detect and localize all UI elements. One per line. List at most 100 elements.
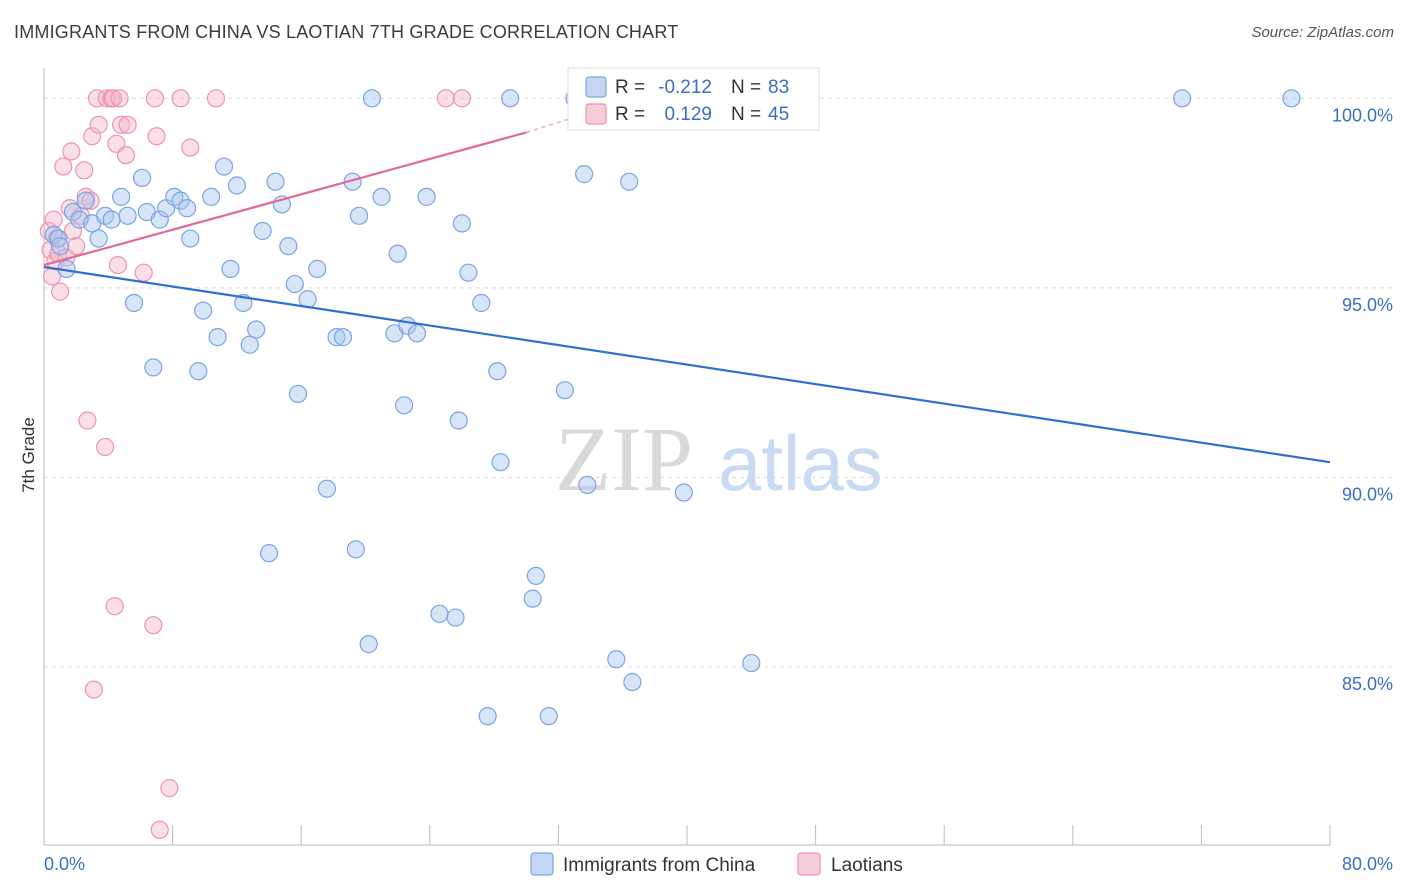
point-laotians — [54, 157, 73, 176]
point-laotians — [95, 437, 115, 457]
point-china — [623, 672, 642, 692]
y-tick-label-1: 95.0% — [1342, 295, 1393, 315]
legend-swatch-laotians — [797, 852, 821, 876]
point-laotians — [436, 89, 455, 108]
point-laotians — [67, 237, 86, 256]
point-laotians — [144, 616, 163, 635]
point-china — [308, 259, 327, 278]
point-laotians — [104, 89, 123, 108]
point-laotians — [87, 89, 107, 108]
point-china — [607, 650, 626, 669]
point-china — [240, 335, 259, 354]
stat-r-value-china: -0.212 — [658, 77, 712, 98]
point-china — [388, 244, 407, 263]
point-laotians — [83, 127, 102, 146]
legend-swatch-china — [530, 852, 554, 876]
point-china — [1282, 89, 1301, 108]
point-china — [112, 187, 131, 206]
point-laotians — [116, 146, 136, 165]
point-laotians — [97, 89, 116, 108]
y-axis-title: 7th Grade — [19, 417, 38, 493]
x-tick-label-1: 80.0% — [1342, 854, 1393, 874]
point-china — [449, 411, 468, 430]
point-laotians — [89, 115, 108, 134]
point-laotians — [150, 820, 169, 839]
stat-n-value-laotians: 45 — [768, 104, 789, 125]
watermark: ZIP atlas — [555, 408, 883, 510]
point-china — [50, 237, 70, 256]
point-china — [76, 191, 95, 210]
y-tick-labels: 100.0% 95.0% 90.0% 85.0% — [1332, 105, 1393, 694]
point-laotians — [147, 127, 166, 146]
point-china — [288, 384, 308, 404]
point-laotians — [108, 255, 128, 275]
stat-legend: R = -0.212 N = 83 R = 0.129 N = 45 — [567, 67, 820, 131]
point-china — [102, 210, 121, 229]
point-laotians — [452, 89, 472, 108]
point-china — [620, 172, 639, 191]
point-laotians — [112, 115, 131, 134]
stat-r-value-laotians: 0.129 — [664, 104, 712, 125]
point-china — [349, 206, 369, 225]
point-china — [124, 293, 144, 313]
point-china — [317, 479, 337, 498]
point-china — [189, 362, 208, 381]
stat-legend-frame — [567, 67, 820, 131]
point-china — [1173, 89, 1192, 108]
point-laotians — [118, 115, 137, 134]
stat-swatch-laotians — [585, 103, 607, 125]
trend-line-laotians-extension — [526, 116, 575, 134]
point-china — [118, 206, 137, 225]
point-china — [575, 165, 594, 184]
stat-n-label-china: N = — [731, 77, 761, 98]
point-laotians — [84, 680, 103, 699]
x-tick-labels: 0.0% 80.0% — [44, 854, 1393, 874]
y-tick-label-0: 100.0% — [1332, 105, 1393, 125]
point-china — [578, 475, 597, 495]
trend-lines — [43, 116, 1331, 464]
point-china — [674, 483, 693, 502]
legend-label-china: Immigrants from China — [563, 855, 756, 876]
point-china — [177, 199, 197, 218]
stat-swatch-china — [585, 76, 607, 98]
point-laotians — [181, 138, 200, 157]
point-china — [194, 301, 213, 320]
point-china — [132, 168, 152, 188]
chart-title: IMMIGRANTS FROM CHINA VS LAOTIAN 7TH GRA… — [14, 22, 679, 42]
grid-lines — [44, 97, 1392, 668]
point-china — [266, 172, 285, 191]
point-laotians — [81, 191, 100, 210]
trend-line-china — [43, 265, 1331, 464]
point-china — [144, 358, 163, 377]
point-china — [359, 635, 378, 654]
point-china — [247, 320, 266, 339]
point-china — [362, 89, 382, 108]
x-tick-label-0: 0.0% — [44, 854, 85, 874]
point-china — [214, 157, 234, 176]
point-laotians — [78, 411, 97, 430]
point-china — [279, 237, 298, 256]
point-china — [523, 589, 542, 608]
point-china — [285, 274, 304, 294]
point-china — [417, 187, 436, 206]
point-china — [452, 214, 472, 233]
point-laotians — [105, 597, 124, 616]
point-china — [526, 566, 545, 585]
point-laotians — [160, 779, 179, 798]
point-china — [208, 328, 227, 347]
point-laotians — [206, 89, 226, 108]
stat-n-value-china: 83 — [768, 77, 789, 98]
point-laotians — [134, 263, 153, 282]
point-china — [171, 191, 190, 210]
point-laotians — [110, 89, 129, 108]
point-china — [150, 210, 169, 229]
point-china — [446, 608, 465, 627]
point-laotians — [62, 142, 81, 161]
point-china — [333, 328, 353, 347]
trend-line-laotians — [43, 131, 527, 267]
point-china — [89, 229, 108, 248]
stat-r-label-laotians: R = — [615, 104, 645, 125]
point-china — [472, 293, 491, 313]
point-china — [430, 604, 449, 623]
